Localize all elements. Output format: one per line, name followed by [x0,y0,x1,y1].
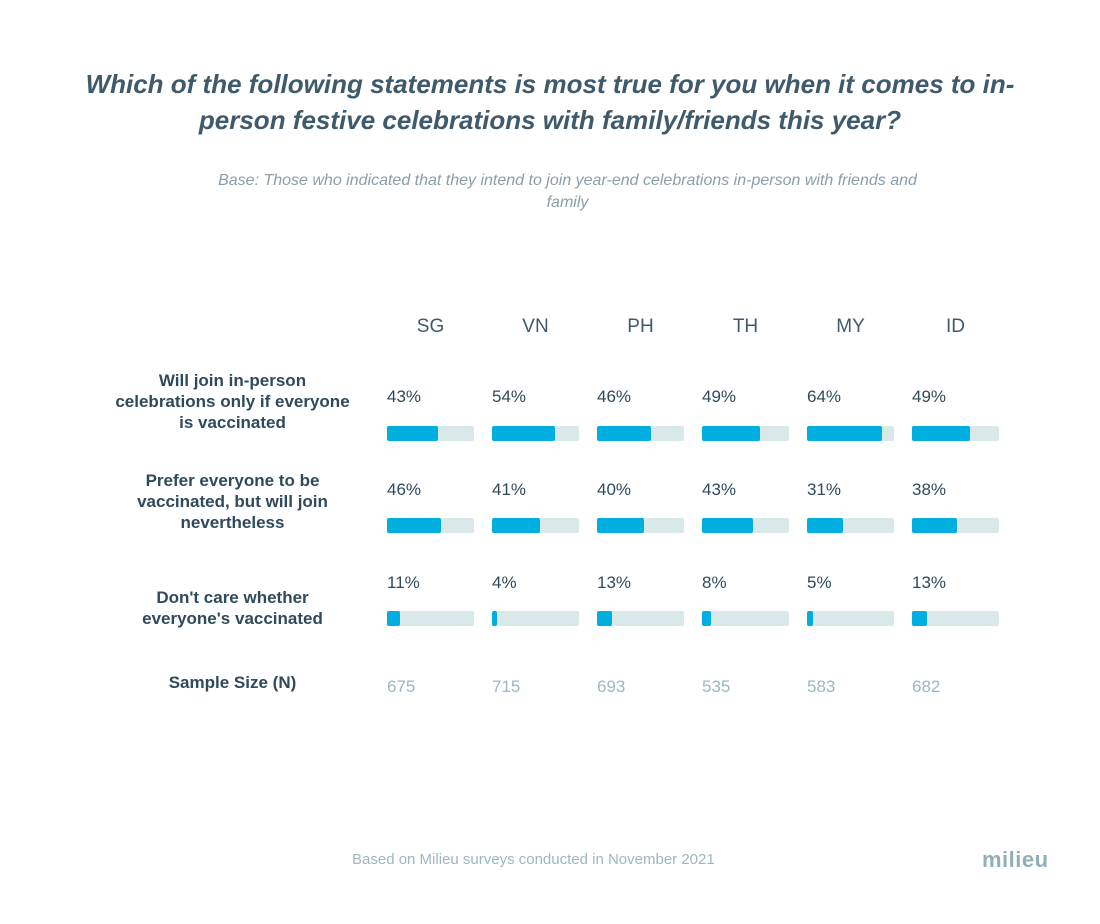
bar-fill [387,611,400,626]
bar-track [387,426,474,441]
column-header-ph: PH [627,316,654,337]
bar-fill [912,611,928,626]
percent-label: 49% [912,387,947,406]
percent-label: 41% [492,480,527,499]
sample-size-vn: 715 [492,677,521,696]
footer-note: Based on Milieu surveys conducted in Nov… [352,851,715,868]
bar-track [492,518,579,533]
bar-fill [597,426,652,441]
bar-track [492,426,579,441]
bar-track [597,611,684,626]
bar-fill [702,518,753,533]
bar-fill [807,426,883,441]
row-label: Don't care whether everyone's vaccinated [142,588,323,628]
percent-label: 11% [387,573,420,592]
bar-track [597,426,684,441]
percent-label: 5% [807,573,832,592]
bar-track [387,518,474,533]
bar-fill [597,518,644,533]
bar-track [387,611,474,626]
percent-label: 46% [597,387,632,406]
bar-fill [597,611,613,626]
sample-size-ph: 693 [597,677,626,696]
column-header-id: ID [946,316,965,337]
column-header-sg: SG [416,316,445,337]
bar-fill [492,426,556,441]
percent-label: 43% [387,387,422,406]
sample-size-label: Sample Size (N) [168,673,297,692]
percent-label: 49% [702,387,737,406]
column-header-th: TH [732,316,759,337]
bar-track [807,518,894,533]
percent-label: 13% [912,573,947,592]
percent-label: 43% [702,480,737,499]
sample-size-my: 583 [807,677,836,696]
row-label: Will join in-person celebrations only if… [115,371,350,432]
bar-fill [387,426,438,441]
milieu-logo: milieu [982,847,1049,872]
percent-label: 38% [912,480,947,499]
column-header-my: MY [836,316,865,337]
bar-fill [702,426,760,441]
chart-subtitle: Base: Those who indicated that they inte… [218,172,917,211]
row-label: Prefer everyone to be vaccinated, but wi… [137,471,328,532]
chart-title: Which of the following statements is mos… [85,69,1015,135]
percent-label: 31% [807,480,842,499]
bar-track [492,611,579,626]
bar-fill [807,611,813,626]
bar-fill [912,518,957,533]
percent-label: 13% [597,573,632,592]
bar-track [807,426,894,441]
percent-label: 40% [597,480,632,499]
bar-track [912,518,999,533]
bar-track [702,426,789,441]
percent-label: 8% [702,573,727,592]
percent-label: 54% [492,387,527,406]
percent-label: 4% [492,573,517,592]
bar-fill [492,611,497,626]
bar-fill [492,518,541,533]
sample-size-th: 535 [702,677,731,696]
percent-label: 46% [387,480,422,499]
column-header-vn: VN [522,316,549,337]
bar-track [912,426,999,441]
bar-fill [702,611,712,626]
bar-track [807,611,894,626]
bar-track [597,518,684,533]
bar-track [702,518,789,533]
sample-size-sg: 675 [387,677,416,696]
bar-track [912,611,999,626]
bar-track [702,611,789,626]
percent-label: 64% [807,387,842,406]
bar-fill [912,426,970,441]
bar-fill [387,518,442,533]
sample-size-id: 682 [912,677,941,696]
bar-fill [807,518,844,533]
